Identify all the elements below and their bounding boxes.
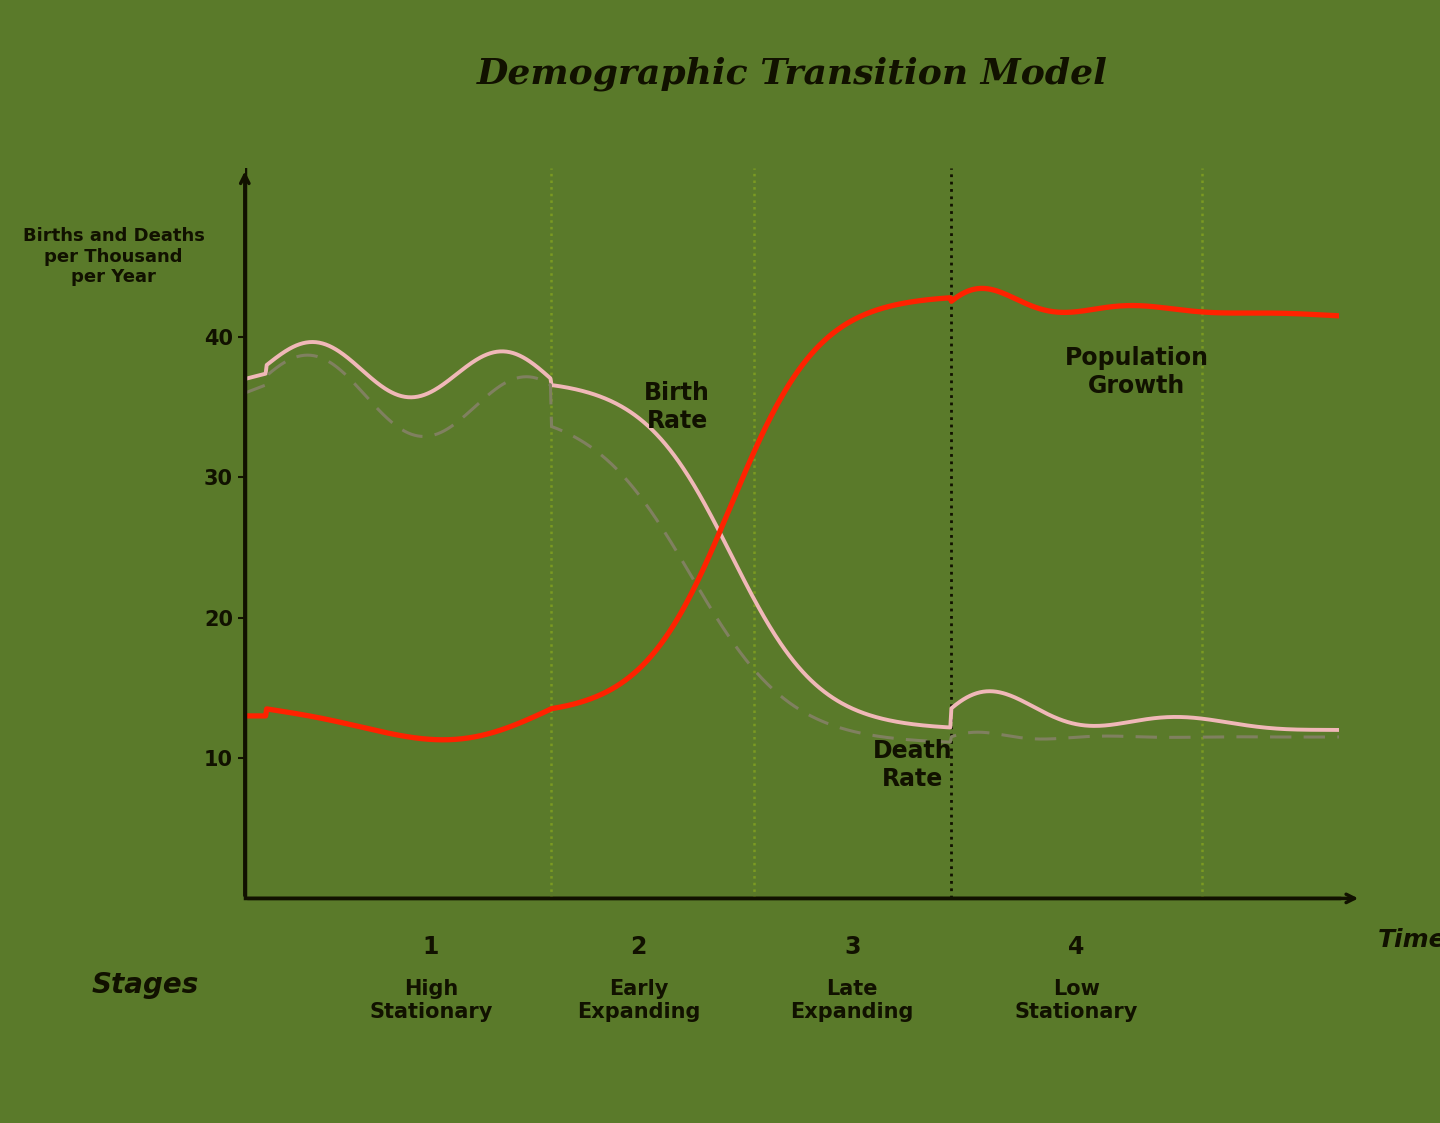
Text: 1: 1 [423, 934, 439, 959]
Text: Early
Expanding: Early Expanding [577, 978, 700, 1022]
Text: 3: 3 [844, 934, 861, 959]
Text: Population
Growth: Population Growth [1064, 346, 1208, 398]
Text: Late
Expanding: Late Expanding [791, 978, 914, 1022]
Text: 4: 4 [1068, 934, 1084, 959]
Text: High
Stationary: High Stationary [369, 978, 492, 1022]
Text: Births and Deaths
per Thousand
per Year: Births and Deaths per Thousand per Year [23, 227, 204, 286]
Text: Death
Rate: Death Rate [873, 739, 952, 791]
Text: Time: Time [1378, 928, 1440, 951]
Text: Demographic Transition Model: Demographic Transition Model [477, 56, 1107, 91]
Text: Stages: Stages [92, 971, 199, 999]
Text: Low
Stationary: Low Stationary [1015, 978, 1138, 1022]
Text: 2: 2 [631, 934, 647, 959]
Text: Birth
Rate: Birth Rate [644, 381, 710, 433]
